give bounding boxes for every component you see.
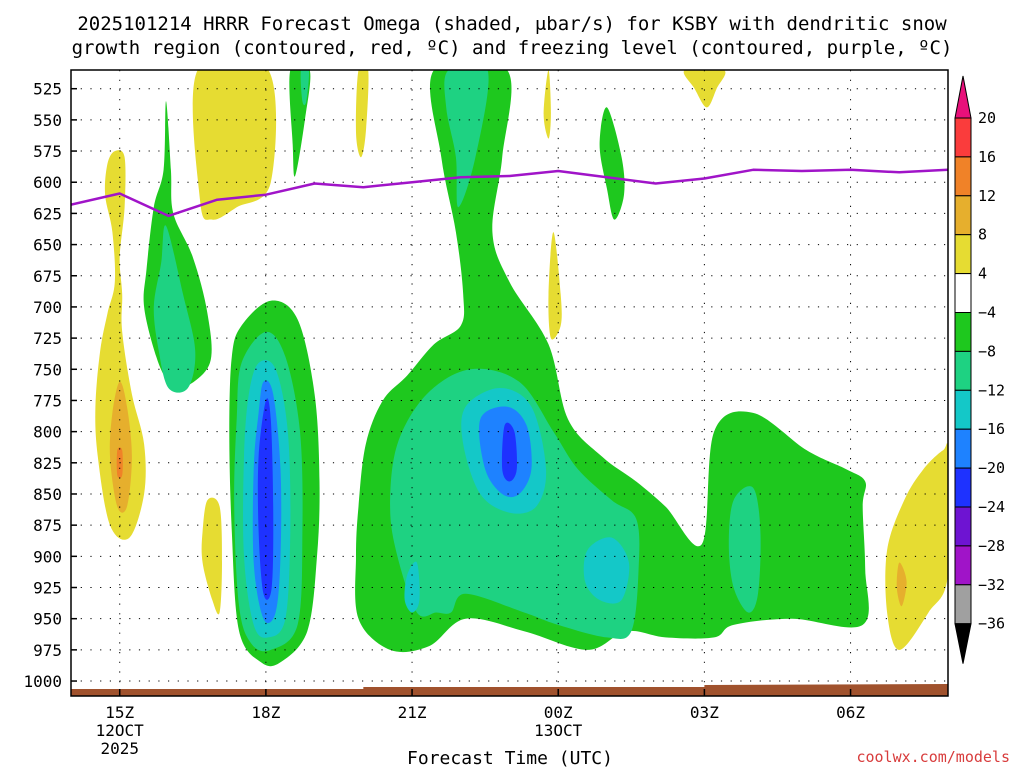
y-tick-label-550: 550	[33, 111, 62, 130]
colorbar-bottom-arrow	[954, 623, 972, 664]
colorbar-bin-1	[954, 156, 972, 197]
y-tick-label-850: 850	[33, 485, 62, 504]
omega-region-yellow-blob-1715z	[192, 70, 277, 220]
omega-region-cyan-lower-0000z	[404, 561, 420, 613]
omega-shaded-regions	[95, 70, 948, 667]
y-tick-label-625: 625	[33, 204, 62, 223]
colorbar-bin-9	[954, 467, 972, 508]
omega-region-green-col-0100z	[599, 107, 625, 220]
colorbar-bin-0	[954, 117, 972, 158]
y-tick-label-1000: 1000	[23, 672, 62, 691]
colorbar-label-10: −24	[978, 498, 1005, 516]
omega-region-orange-blob-0720z	[896, 562, 907, 607]
omega-region-orange-col-1520z	[109, 381, 132, 513]
ground-strip	[71, 684, 948, 696]
x-tick-year-15Z: 2025	[100, 739, 139, 758]
y-tick-label-900: 900	[33, 547, 62, 566]
colorbar-label-8: −16	[978, 420, 1005, 438]
colorbar-bin-10	[954, 506, 972, 547]
colorbar-label-4: 4	[978, 265, 987, 283]
colorbar-bin-2	[954, 195, 972, 236]
omega-region-teal-main-2300z	[444, 70, 489, 208]
y-tick-label-575: 575	[33, 142, 62, 161]
colorbar-bin-8	[954, 428, 972, 469]
omega-region-yellow-blob-0300z	[683, 70, 726, 108]
x-tick-date-00Z: 13OCT	[534, 721, 583, 740]
chart-title-line-2: growth region (contoured, red, ºC) and f…	[72, 37, 953, 59]
x-tick-date-15Z: 12OCT	[96, 721, 145, 740]
plot-frame	[70, 69, 949, 697]
colorbar-label-6: −8	[978, 342, 996, 360]
colorbar-top-arrow	[954, 75, 972, 119]
colorbar-label-0: 20	[978, 109, 996, 127]
colorbar-label-3: 8	[978, 226, 987, 244]
colorbar-bin-5	[954, 312, 972, 352]
plot-area	[71, 70, 948, 696]
x-tick-label-06Z: 06Z	[836, 703, 865, 722]
y-tick-label-525: 525	[33, 80, 62, 99]
freezing-level-layer	[71, 168, 948, 218]
omega-region-teal-col-1855z	[300, 70, 309, 106]
colorbar-label-11: −28	[978, 537, 1005, 555]
freezing-level-line	[71, 168, 948, 218]
y-tick-label-700: 700	[33, 298, 62, 317]
colorbar-bin-7	[954, 389, 972, 430]
y-tick-label-675: 675	[33, 267, 62, 286]
ground-layer	[71, 684, 948, 696]
y-tick-label-950: 950	[33, 610, 62, 629]
x-tick-label-15Z: 15Z	[105, 703, 134, 722]
colorbar-bin-6	[954, 350, 972, 391]
colorbar-bin-11	[954, 545, 972, 586]
x-tick-label-03Z: 03Z	[690, 703, 719, 722]
colorbar-label-5: −4	[978, 304, 996, 322]
colorbar-label-13: −36	[978, 615, 1005, 633]
y-tick-label-750: 750	[33, 360, 62, 379]
x-tick-label-00Z: 00Z	[544, 703, 573, 722]
colorbar-label-7: −12	[978, 381, 1005, 399]
colorbar-label-2: 12	[978, 187, 996, 205]
colorbar: 20 16 12 8 4 −4 −8 −12 −16 −20 −24 −28 −32 −36	[954, 75, 1005, 664]
omega-region-teal-col-1630z	[153, 225, 196, 393]
grid-lines	[71, 70, 948, 696]
colorbar-label-1: 16	[978, 148, 996, 166]
x-tick-label-21Z: 21Z	[398, 703, 427, 722]
y-axis-ticks: 525 550 575 600 625 650 675 700 725 750 775 800 825 8…	[23, 80, 77, 691]
y-tick-label-600: 600	[33, 173, 62, 192]
omega-region-teal-lower-0330z	[728, 486, 761, 613]
colorbar-bin-4	[954, 273, 972, 314]
y-tick-label-775: 775	[33, 391, 62, 410]
colorbar-label-12: −32	[978, 576, 1005, 594]
omega-region-cyan-lower-0100z	[583, 537, 630, 604]
omega-region-yellow-col-1955z	[355, 70, 369, 158]
y-tick-label-650: 650	[33, 236, 62, 255]
colorbar-bin-12	[954, 584, 972, 625]
colorbar-bin-3	[954, 234, 972, 275]
credit-text: coolwx.com/models	[856, 748, 1010, 766]
omega-region-dblue-lower-2300z	[501, 422, 518, 482]
omega-region-yellow-blob-1700z	[201, 497, 222, 615]
y-tick-label-925: 925	[33, 579, 62, 598]
omega-region-yellow-col-1520z	[95, 150, 146, 540]
omega-region-dblue-col-1800z	[257, 398, 274, 600]
colorbar-label-9: −20	[978, 459, 1005, 477]
x-tick-label-18Z: 18Z	[251, 703, 280, 722]
omega-region-yellow-col-0000z	[543, 70, 551, 139]
y-tick-label-875: 875	[33, 516, 62, 535]
y-tick-label-825: 825	[33, 454, 62, 473]
y-tick-label-800: 800	[33, 423, 62, 442]
chart-title-line-1: 2025101214 HRRR Forecast Omega (shaded, …	[77, 13, 947, 35]
y-tick-label-975: 975	[33, 641, 62, 660]
y-tick-label-725: 725	[33, 329, 62, 348]
x-axis-label: Forecast Time (UTC)	[407, 748, 613, 768]
